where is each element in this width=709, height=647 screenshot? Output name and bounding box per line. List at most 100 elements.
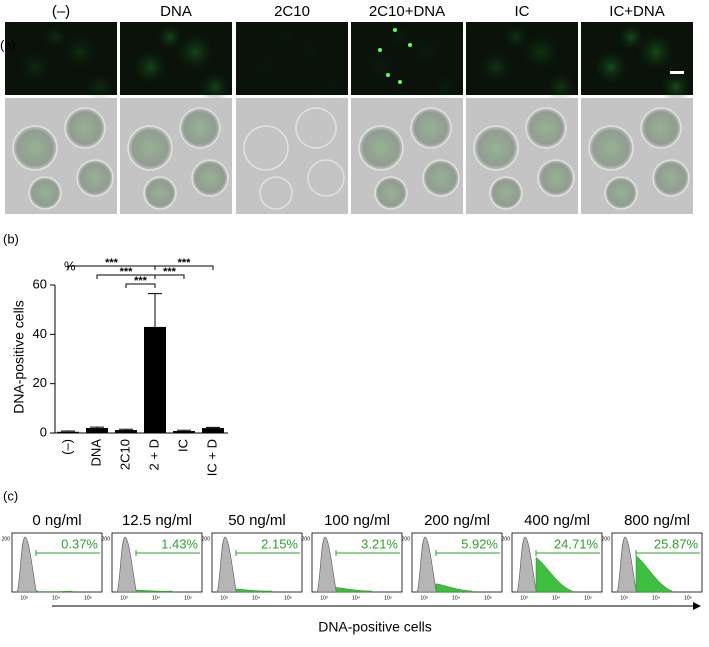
cell	[259, 176, 293, 210]
gate	[635, 550, 700, 556]
gate	[335, 550, 400, 556]
dna-spot	[386, 73, 390, 77]
cell	[12, 125, 58, 171]
negative-peak	[416, 536, 439, 593]
negative-peak	[16, 536, 39, 593]
cell	[191, 159, 229, 197]
panel-label: (c)	[3, 488, 18, 503]
x-tick-label: 10⁴	[252, 595, 260, 601]
cell	[422, 159, 460, 197]
x-tick-label: 10³	[20, 595, 28, 601]
gate	[35, 550, 100, 556]
error-bar	[90, 426, 104, 429]
positive-percent: 3.21%	[361, 536, 398, 551]
histogram-title: 0 ng/ml	[32, 512, 81, 529]
x-tick-label: 10³	[420, 595, 428, 601]
cell-glow	[593, 49, 629, 85]
gate	[135, 550, 200, 556]
cell-glow	[84, 71, 116, 103]
x-tick-label: 10⁵	[184, 595, 192, 601]
cell	[410, 107, 452, 149]
x-tick-label: 10⁵	[684, 595, 692, 601]
histogram-title: 200 ng/ml	[424, 512, 490, 529]
x-tick-label: IC	[175, 439, 190, 452]
error-bar	[206, 426, 220, 429]
cell-glow	[660, 71, 692, 103]
cell	[473, 125, 519, 171]
x-tick-label: 2C10	[117, 439, 132, 470]
bar	[57, 431, 79, 433]
y-tick-label: 200	[602, 536, 611, 542]
y-tick-label: 0	[40, 424, 47, 439]
y-axis-label: DNA-positive cells	[11, 300, 27, 414]
gate	[535, 550, 600, 556]
gate	[435, 550, 500, 556]
cell	[295, 107, 337, 149]
y-tick-label: 200	[102, 536, 111, 542]
cell-glow	[521, 32, 561, 72]
significance-label: ***	[178, 257, 192, 269]
positive-percent: 5.92%	[461, 536, 498, 551]
cell	[243, 125, 289, 171]
positive-percent: 2.15%	[261, 536, 298, 551]
cell-glow	[430, 71, 462, 103]
cell	[652, 159, 690, 197]
cell	[64, 107, 106, 149]
significance-label: ***	[105, 257, 119, 269]
negative-peak	[616, 536, 639, 593]
cell	[604, 176, 638, 210]
significance-label: ***	[120, 266, 134, 278]
positive-tail	[335, 587, 373, 593]
column-header: (–)	[52, 3, 70, 20]
cell	[537, 159, 575, 197]
cell-glow	[406, 32, 446, 72]
y-tick-label: 20	[33, 375, 47, 390]
cell	[358, 125, 404, 171]
error-bar	[177, 429, 191, 432]
cell-glow	[363, 49, 399, 85]
cell-glow	[636, 32, 676, 72]
x-tick-label: 10³	[220, 595, 228, 601]
column-header: 2C10+DNA	[369, 3, 445, 20]
cell-glow	[617, 23, 645, 51]
x-tick-label: DNA	[88, 439, 103, 467]
bar	[144, 326, 166, 433]
significance-label: ***	[163, 266, 177, 278]
positive-percent: 1.43%	[161, 536, 198, 551]
x-tick-label: 10⁵	[584, 595, 592, 601]
x-tick-label: 10⁴	[152, 595, 160, 601]
x-tick-label: 10³	[520, 595, 528, 601]
cell-glow	[199, 71, 231, 103]
cell-glow	[478, 49, 514, 85]
cell-glow	[175, 32, 215, 72]
positive-tail	[635, 555, 673, 593]
bar	[86, 428, 108, 433]
positive-percent: 24.71%	[554, 536, 599, 551]
histogram-title: 400 ng/ml	[524, 512, 590, 529]
y-tick-label: 60	[33, 276, 47, 291]
y-tick-label: 200	[202, 536, 211, 542]
gate	[235, 550, 300, 556]
cell-glow	[248, 49, 284, 85]
bar	[202, 428, 224, 433]
cell-glow	[315, 71, 347, 103]
cell-glow	[502, 23, 530, 51]
cell	[179, 107, 221, 149]
histogram-title: 12.5 ng/ml	[122, 512, 192, 529]
negative-peak	[516, 536, 539, 593]
y-tick-label: 200	[402, 536, 411, 542]
column-header: IC	[515, 3, 530, 20]
error-bar	[148, 293, 162, 327]
cell	[76, 159, 114, 197]
positive-tail	[235, 588, 273, 593]
histogram-title: 50 ng/ml	[228, 512, 286, 529]
x-tick-label: 10⁴	[52, 595, 60, 601]
x-axis-label: DNA-positive cells	[318, 619, 432, 635]
cell-glow	[60, 32, 100, 72]
x-tick-label: 10³	[620, 595, 628, 601]
cell-glow	[17, 49, 53, 85]
negative-peak	[216, 536, 239, 593]
column-header: IC+DNA	[609, 3, 664, 20]
bar	[115, 430, 137, 433]
